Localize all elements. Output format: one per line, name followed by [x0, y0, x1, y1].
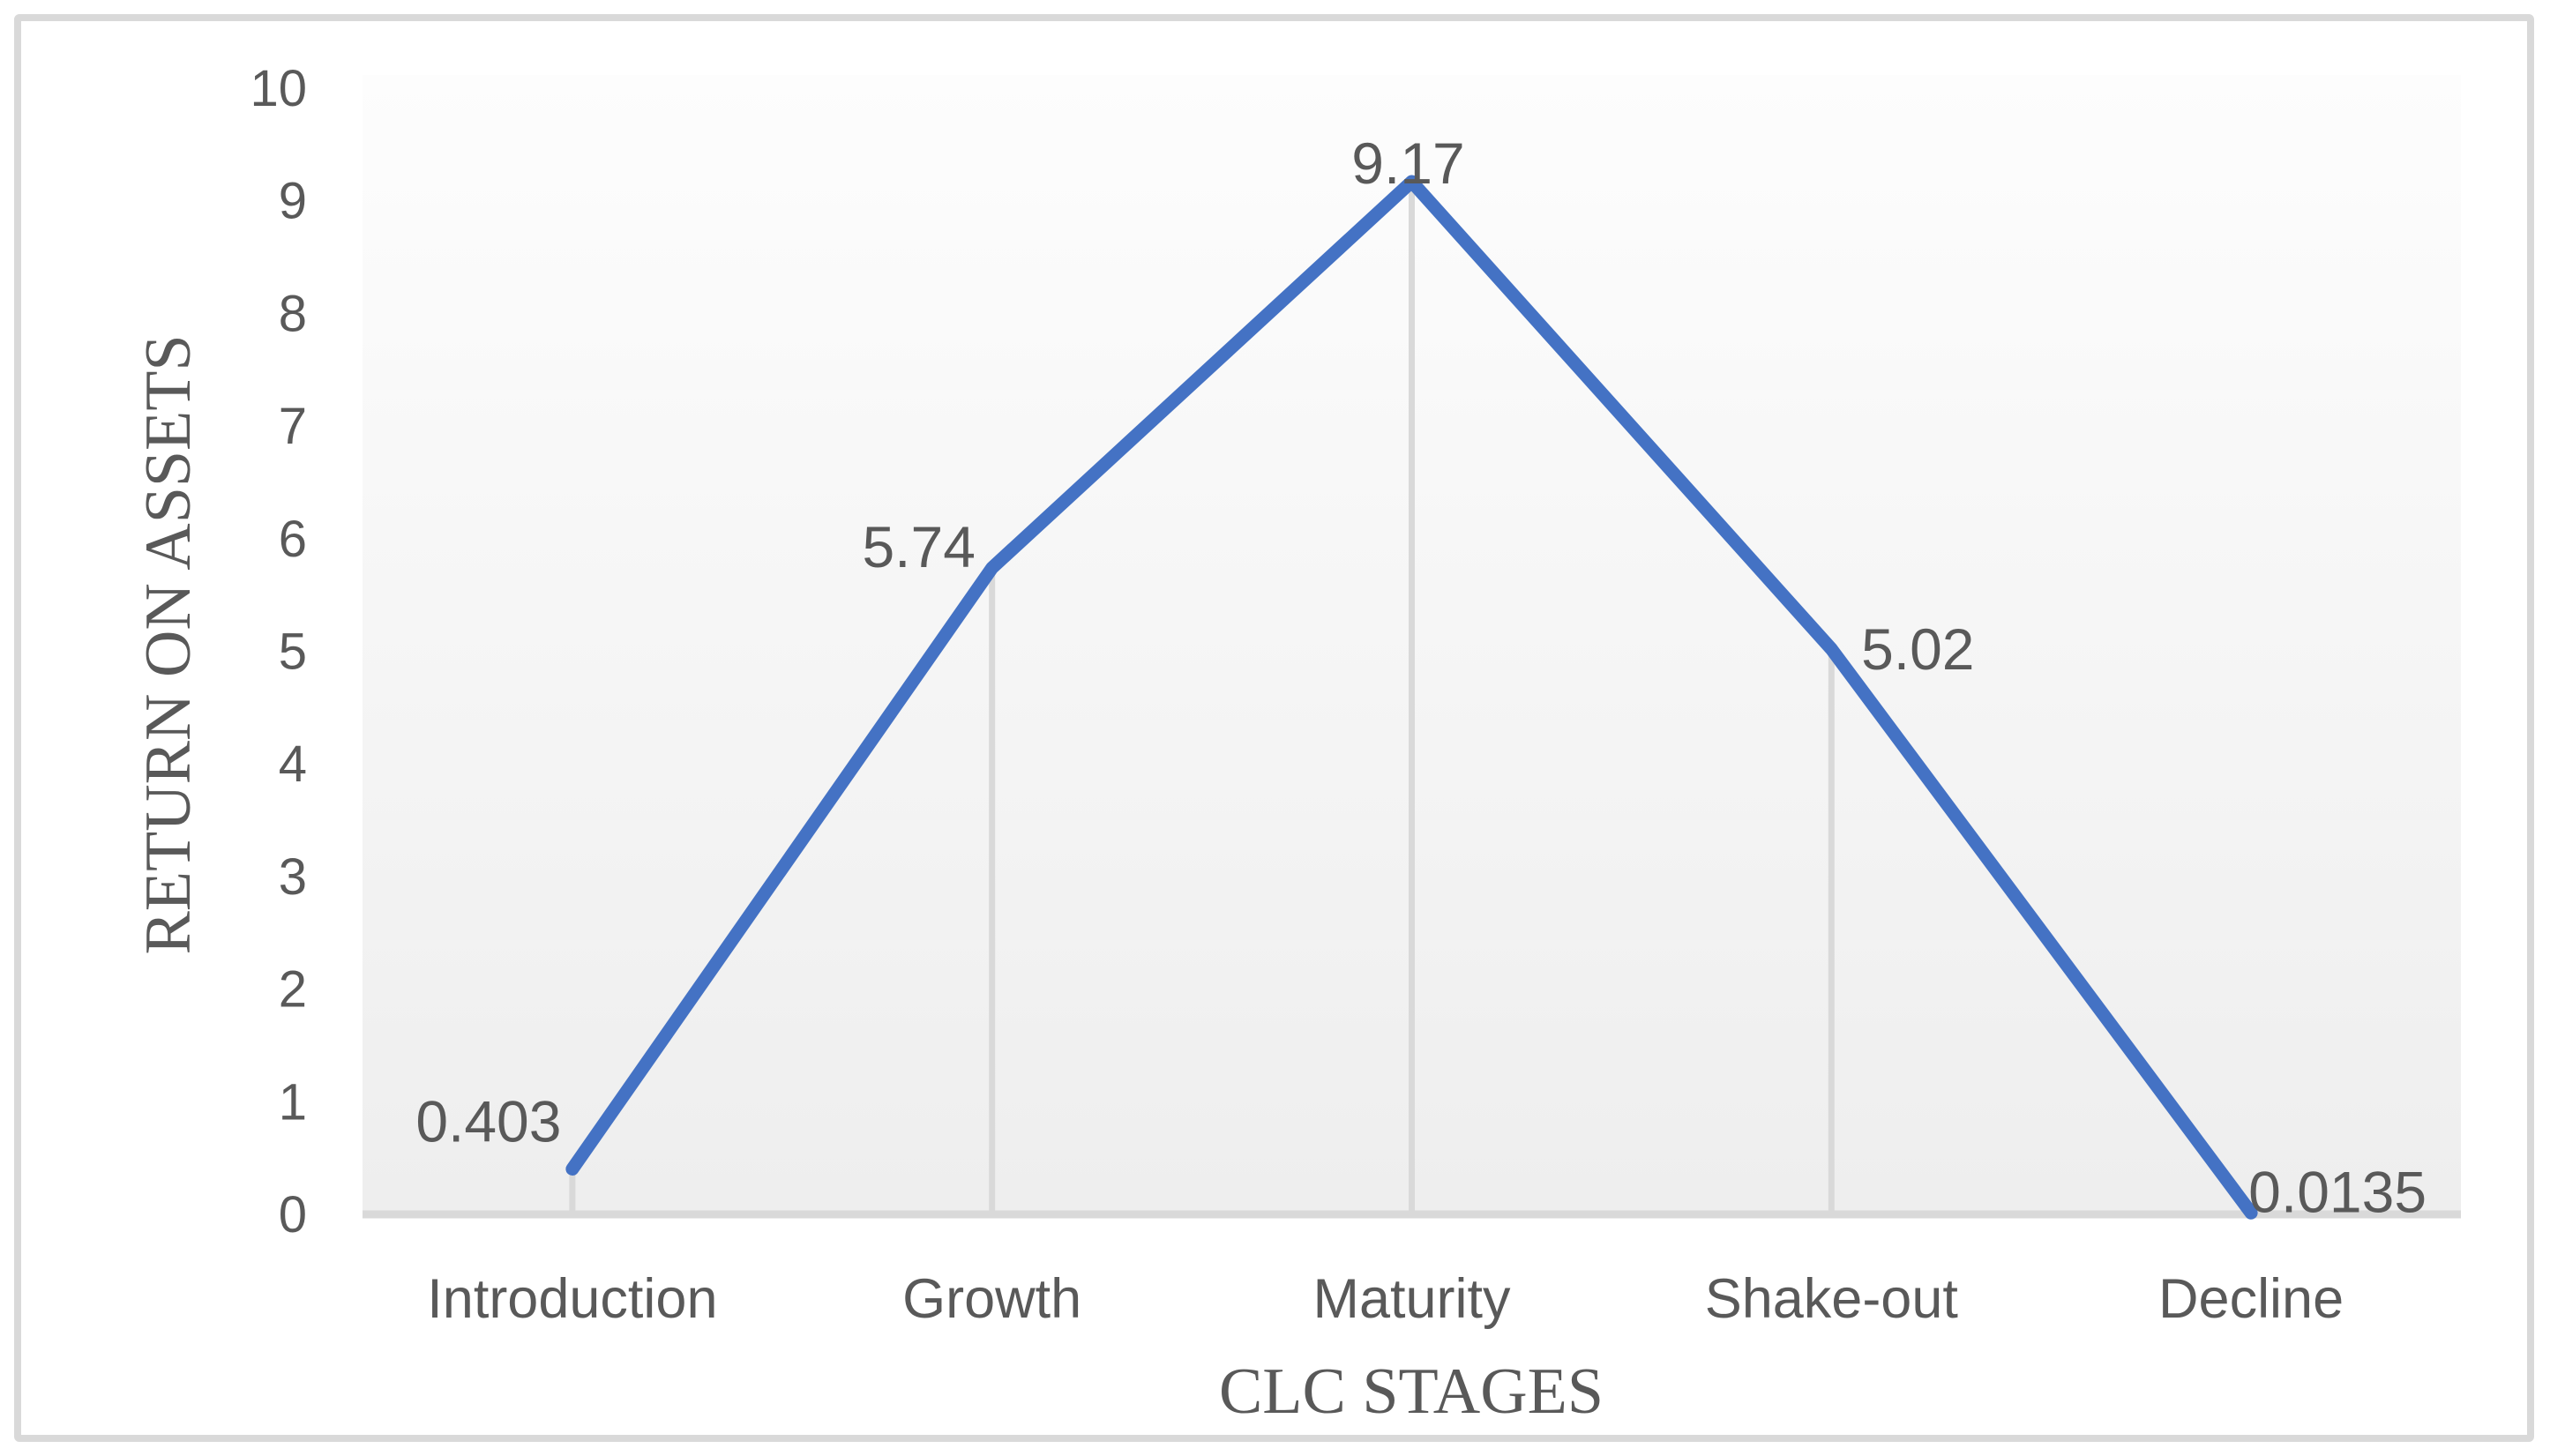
y-axis-title: RETURN ON ASSETS [132, 334, 205, 954]
x-category-label: Shake-out [1705, 1268, 1959, 1330]
data-label: 9.17 [1351, 131, 1464, 196]
x-category-label: Growth [902, 1268, 1081, 1330]
drop-lines-group [569, 181, 1835, 1214]
y-tick-label: 5 [279, 623, 307, 681]
y-tick-label: 1 [279, 1073, 307, 1131]
x-axis-title: CLC STAGES [1219, 1355, 1604, 1428]
data-label: 5.74 [862, 514, 975, 579]
x-category-label: Maturity [1312, 1268, 1511, 1330]
y-tick-label: 7 [279, 398, 307, 455]
y-tick-label: 8 [279, 285, 307, 342]
y-tick-label: 0 [279, 1186, 307, 1243]
y-tick-label: 4 [279, 735, 307, 793]
y-tick-labels-group: 0 1 2 3 4 5 6 7 8 9 10 [250, 60, 307, 1243]
roa-line-series [565, 175, 2258, 1220]
y-tick-label: 6 [279, 511, 307, 568]
y-tick-label: 2 [279, 961, 307, 1019]
y-tick-label: 9 [279, 173, 307, 230]
data-label: 0.403 [415, 1089, 561, 1154]
x-category-labels-group: Introduction Growth Maturity Shake-out Decli… [427, 1268, 2344, 1330]
x-category-label: Decline [2158, 1268, 2344, 1330]
y-tick-label: 3 [279, 848, 307, 906]
data-label: 5.02 [1861, 616, 1974, 682]
x-category-label: Introduction [427, 1268, 717, 1330]
y-tick-label: 10 [250, 60, 307, 117]
chart-frame-border [14, 14, 2534, 1442]
data-labels-group: 0.403 5.74 9.17 5.02 0.0135 [415, 131, 2427, 1224]
data-label: 0.0135 [2248, 1159, 2427, 1224]
